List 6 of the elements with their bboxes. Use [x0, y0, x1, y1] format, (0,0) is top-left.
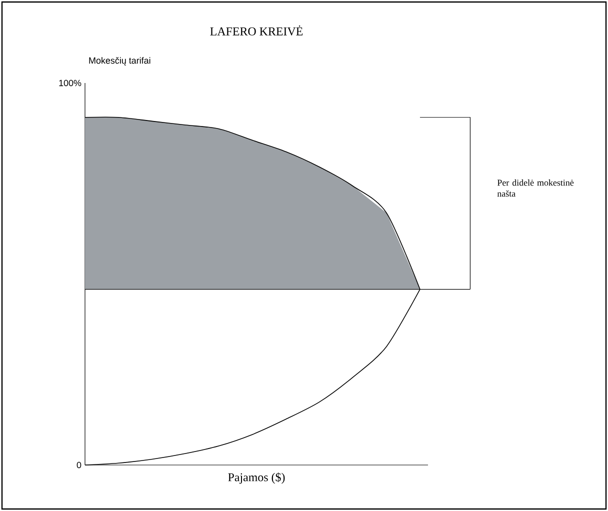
- y-tick-label: 0: [76, 462, 82, 468]
- text: Per didelė mokestinė našta: [497, 179, 574, 197]
- chart-title: LAFERO KREIVĖ: [210, 25, 303, 36]
- y-tick-label: 100%: [59, 80, 82, 86]
- y-axis-title: Mokesčių tarifai: [89, 57, 150, 66]
- x-axis-title: Pajamos ($): [228, 472, 285, 484]
